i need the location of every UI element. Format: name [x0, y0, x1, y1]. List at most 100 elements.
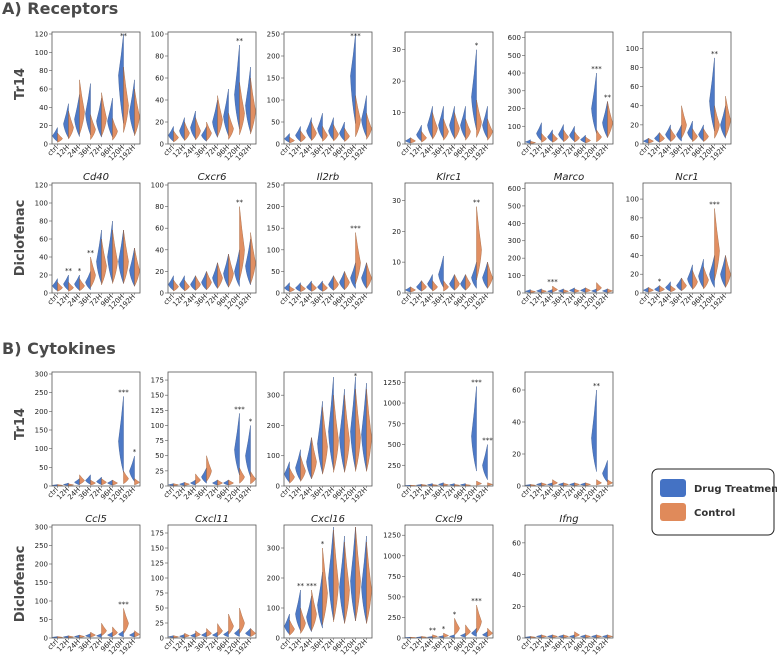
gene-title: Cxcr6 — [198, 172, 227, 183]
y-tick-label: 0 — [160, 141, 164, 149]
violin-drug — [361, 383, 367, 471]
violin-drug — [284, 461, 290, 483]
violin-drug — [245, 238, 251, 285]
section-title-receptors: A) Receptors — [2, 0, 118, 18]
violin-control — [134, 88, 140, 136]
violin-control — [300, 607, 306, 635]
violin-control — [300, 455, 306, 483]
violin-drug — [535, 634, 542, 638]
significance-label: *** — [234, 405, 245, 413]
violin-drug — [438, 106, 444, 140]
violin-drug — [557, 482, 564, 486]
violin-control — [195, 117, 201, 141]
violin-control — [311, 121, 317, 142]
panel-frame — [167, 371, 257, 487]
violin-drug — [579, 634, 586, 638]
y-tick-label: 80 — [630, 214, 639, 222]
y-tick-label: 60 — [512, 387, 521, 395]
violin-drug — [168, 275, 174, 291]
violin-control — [487, 262, 493, 289]
violin-drug — [339, 271, 345, 291]
violin-drug — [118, 33, 124, 124]
violin-drug — [52, 277, 58, 292]
y-tick-label: 0 — [276, 635, 280, 643]
violin-drug — [85, 474, 91, 485]
violin-drug — [96, 229, 102, 284]
violin-control — [123, 470, 129, 485]
y-tick-label: 175 — [151, 377, 164, 385]
violin-control — [333, 124, 339, 142]
violin-drug — [201, 271, 207, 291]
violin-control — [250, 232, 256, 284]
violin-drug — [178, 634, 185, 638]
violin-drug — [687, 120, 693, 142]
violin-drug — [482, 262, 488, 289]
panel-13: 0255075100125150175ctrl12H24H36H72H96H12… — [151, 371, 257, 505]
violin-control — [90, 479, 96, 486]
violin-control — [206, 627, 212, 637]
violin-drug — [602, 288, 608, 293]
violin-drug — [118, 396, 124, 473]
violin-drug — [437, 635, 444, 638]
significance-label: * — [133, 448, 137, 456]
violin-drug — [405, 636, 411, 639]
violin-drug — [167, 483, 174, 486]
violin-drug — [212, 262, 218, 290]
violin-control — [552, 634, 559, 638]
violin-control — [541, 132, 547, 143]
panel-0: 020406080100120ctrl12H24H36H72H96H120H**… — [35, 31, 141, 163]
y-tick-label: 20 — [39, 122, 48, 130]
violin-control — [574, 288, 580, 293]
y-tick-label: 100 — [267, 605, 280, 613]
violin-control — [322, 547, 328, 625]
violin-drug — [295, 449, 301, 482]
y-tick-label: 0 — [517, 141, 521, 149]
violin-control — [725, 96, 731, 137]
y-tick-label: 250 — [35, 389, 48, 397]
panel-frame — [524, 371, 614, 487]
violin-drug — [179, 275, 185, 291]
violin-drug — [525, 139, 531, 144]
violin-drug — [535, 482, 542, 486]
significance-label: * — [658, 277, 662, 285]
violin-control — [206, 455, 212, 483]
violin-control — [465, 274, 471, 291]
violin-control — [530, 289, 537, 293]
y-tick-label: 500 — [388, 593, 401, 601]
violin-control — [585, 136, 591, 144]
violin-drug — [118, 630, 124, 638]
violin-control — [239, 82, 245, 135]
significance-label: ** — [236, 37, 244, 45]
violin-control — [322, 407, 328, 475]
violin-drug — [405, 137, 411, 144]
violin-drug — [306, 280, 312, 292]
y-tick-label: 600 — [508, 34, 521, 42]
y-tick-label: 60 — [512, 539, 521, 547]
violin-drug — [590, 634, 597, 638]
violin-control — [57, 132, 63, 143]
violin-drug — [437, 482, 444, 486]
violin-control — [311, 437, 317, 479]
violin-drug — [350, 526, 356, 621]
violin-control — [714, 105, 720, 139]
panel-19: 0100200300Cxcl16ctrl12H**24H***36H*72H96… — [267, 514, 373, 656]
violin-control — [228, 113, 234, 140]
y-tick-label: 0 — [44, 483, 48, 491]
legend-box — [651, 468, 775, 536]
violin-drug — [306, 595, 312, 632]
violin-control — [90, 256, 96, 289]
violin-control — [563, 129, 569, 143]
y-tick-label: 100 — [267, 452, 280, 460]
violin-drug — [234, 249, 240, 287]
y-tick-label: 60 — [155, 225, 164, 233]
panel-4: 0100200300400500600ctrl12H24H36H72H96H12… — [508, 31, 614, 163]
y-tick-label: 300 — [267, 545, 280, 553]
violin-control — [289, 136, 295, 144]
panel-frame — [524, 524, 614, 639]
violin-drug — [426, 483, 433, 486]
y-tick-label: 50 — [39, 464, 48, 472]
significance-label: *** — [306, 582, 317, 590]
y-tick-label: 75 — [155, 590, 164, 598]
violin-control — [432, 279, 438, 292]
y-tick-label: 0 — [397, 483, 401, 491]
